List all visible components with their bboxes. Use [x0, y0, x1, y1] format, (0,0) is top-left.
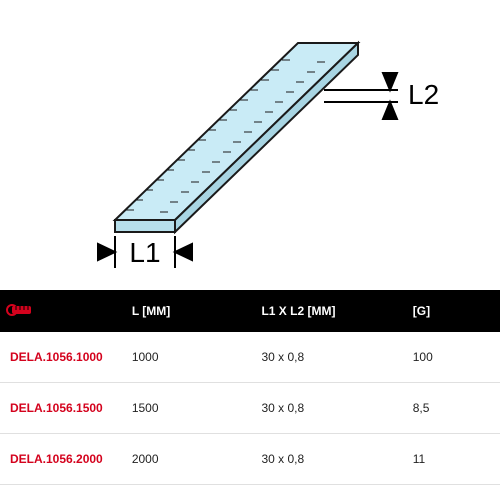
table-row: DELA.1056.2000200030 x 0,811 — [0, 434, 500, 485]
table-header-row: L [MM] L1 X L2 [MM] [G] — [0, 290, 500, 332]
cell-l: 1000 — [122, 332, 252, 383]
spec-table: L [MM] L1 X L2 [MM] [G] DELA.1056.100010… — [0, 290, 500, 485]
cell-ref: DELA.1056.1500 — [0, 383, 122, 434]
cell-l: 2000 — [122, 434, 252, 485]
l1-label: L1 — [129, 237, 160, 268]
cell-g: 11 — [403, 434, 500, 485]
cell-l1l2: 30 x 0,8 — [251, 332, 402, 383]
table-row: DELA.1056.1000100030 x 0,8100 — [0, 332, 500, 383]
cell-l: 1500 — [122, 383, 252, 434]
l2-label: L2 — [408, 79, 439, 110]
table-row: DELA.1056.1500150030 x 0,88,5 — [0, 383, 500, 434]
ruler-icon — [6, 301, 32, 319]
ruler-diagram: L1 L2 — [0, 0, 500, 290]
header-icon-cell — [0, 290, 122, 332]
cell-l1l2: 30 x 0,8 — [251, 434, 402, 485]
cell-l1l2: 30 x 0,8 — [251, 383, 402, 434]
cell-g: 100 — [403, 332, 500, 383]
cell-g: 8,5 — [403, 383, 500, 434]
cell-ref: DELA.1056.1000 — [0, 332, 122, 383]
header-l1l2: L1 X L2 [MM] — [251, 290, 402, 332]
header-g: [G] — [403, 290, 500, 332]
header-l: L [MM] — [122, 290, 252, 332]
cell-ref: DELA.1056.2000 — [0, 434, 122, 485]
